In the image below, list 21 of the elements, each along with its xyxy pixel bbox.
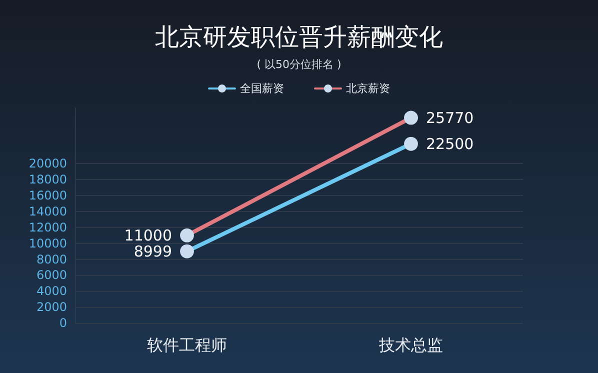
data-label: 25770 <box>426 108 474 127</box>
y-tick-label: 8000 <box>36 252 67 266</box>
data-label: 22500 <box>426 134 474 153</box>
y-tick-label: 12000 <box>28 220 67 234</box>
y-tick-label: 6000 <box>36 268 67 282</box>
y-tick-label: 16000 <box>28 188 67 203</box>
data-label: 8999 <box>134 242 172 260</box>
chart-subtitle: ( 以50分位排名 ) <box>256 58 342 71</box>
y-tick-label: 4000 <box>36 284 67 298</box>
y-tick-label: 2000 <box>36 300 67 314</box>
y-tick-label: 10000 <box>28 236 67 250</box>
y-tick-label: 14000 <box>28 204 67 219</box>
legend-label: 全国薪资 <box>240 82 284 95</box>
data-label: 11000 <box>124 226 172 244</box>
x-tick-label: 软件工程师 <box>147 336 227 354</box>
chart-title: 北京研发职位晋升薪酬变化 <box>155 23 443 51</box>
legend-label: 北京薪资 <box>346 82 390 95</box>
y-tick-label: 18000 <box>28 172 67 187</box>
y-tick-label: 0 <box>59 316 67 330</box>
y-tick-label: 20000 <box>28 156 67 171</box>
x-tick-label: 技术总监 <box>378 336 443 354</box>
